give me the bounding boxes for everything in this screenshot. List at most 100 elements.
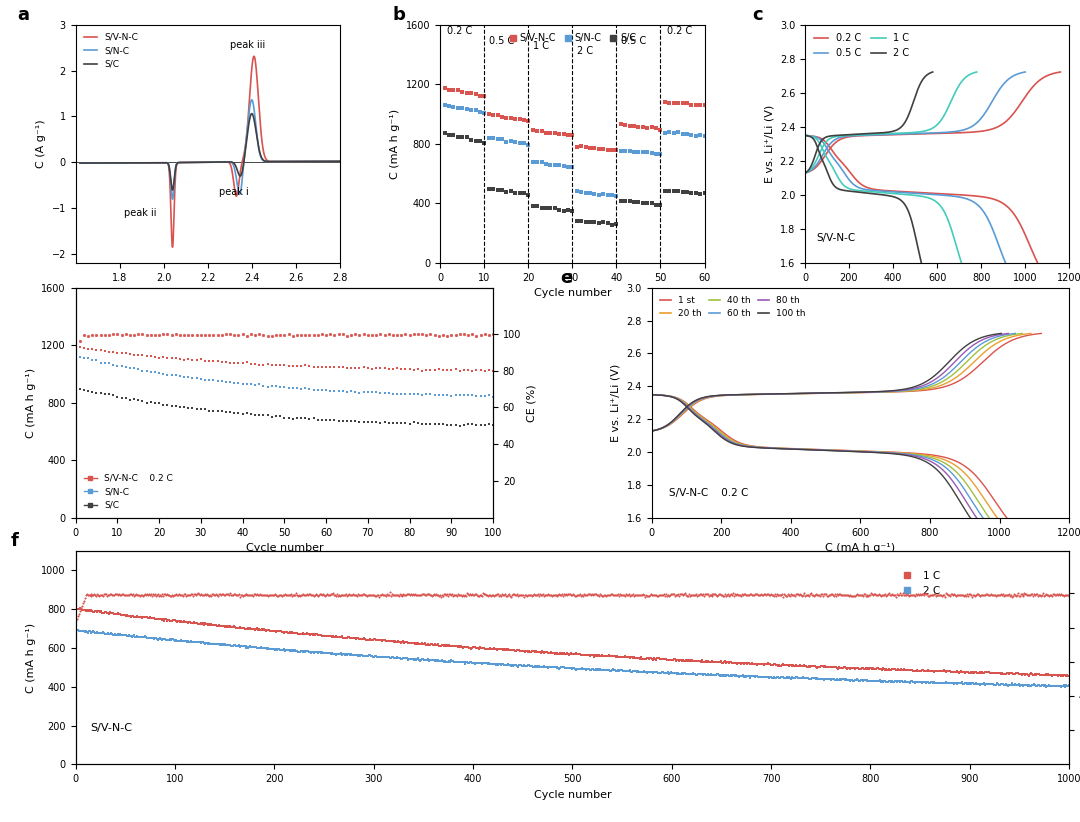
Point — [259, 409, 276, 422]
Point — [1055, 668, 1072, 681]
Point — [390, 635, 407, 649]
Point — [136, 630, 153, 643]
Point — [683, 187, 700, 200]
Text: 0.5 C: 0.5 C — [489, 36, 514, 46]
Point — [696, 129, 713, 142]
Point — [550, 647, 567, 660]
Point — [372, 589, 389, 602]
Point — [184, 616, 201, 629]
Point — [657, 127, 674, 140]
Point — [873, 675, 890, 688]
Point — [787, 671, 805, 684]
Point — [993, 589, 1010, 602]
Point — [386, 651, 403, 664]
Point — [518, 644, 536, 658]
Point — [718, 589, 735, 603]
Point — [247, 640, 265, 653]
Point — [944, 589, 961, 602]
Point — [1007, 667, 1024, 680]
Point — [1039, 668, 1056, 681]
Point — [69, 610, 86, 623]
Point — [271, 409, 288, 423]
Point — [577, 648, 594, 661]
Point — [434, 329, 451, 342]
Point — [375, 588, 392, 601]
Point — [367, 362, 384, 375]
Point — [422, 418, 440, 431]
Point — [341, 631, 359, 644]
Point — [674, 127, 691, 141]
Point — [1034, 678, 1051, 691]
Point — [149, 612, 166, 626]
Point — [383, 651, 401, 664]
Point — [457, 589, 474, 602]
Text: 0.5 C: 0.5 C — [621, 36, 646, 46]
Point — [451, 364, 469, 377]
Point — [348, 589, 365, 603]
Point — [498, 589, 515, 603]
Point — [407, 588, 424, 601]
Point — [151, 632, 168, 645]
Point — [570, 663, 588, 676]
Point — [899, 588, 916, 601]
Point — [302, 646, 320, 659]
Point — [564, 662, 581, 675]
Point — [159, 614, 176, 627]
Point — [632, 589, 649, 602]
Point — [1007, 678, 1024, 691]
Point — [1009, 587, 1026, 600]
Point — [568, 663, 585, 677]
Point — [156, 614, 173, 627]
Point — [214, 638, 231, 651]
Point — [793, 659, 810, 672]
Point — [338, 385, 355, 398]
Point — [87, 329, 105, 342]
Point — [1002, 667, 1020, 680]
Point — [825, 661, 842, 674]
Point — [210, 589, 227, 603]
Point — [125, 329, 143, 342]
Point — [256, 589, 273, 602]
Point — [860, 589, 877, 602]
Point — [656, 666, 673, 679]
Point — [111, 588, 129, 601]
Point — [397, 652, 415, 665]
Point — [539, 587, 556, 600]
Point — [316, 646, 334, 659]
Point — [119, 630, 136, 643]
Point — [702, 655, 719, 668]
Point — [777, 658, 794, 672]
Point — [511, 187, 528, 200]
Point — [692, 588, 710, 601]
Point — [558, 662, 576, 675]
Point — [349, 588, 366, 601]
Point — [406, 653, 423, 667]
Point — [643, 652, 660, 665]
Point — [847, 589, 864, 602]
Point — [188, 353, 205, 367]
Point — [591, 589, 608, 603]
Point — [94, 606, 111, 619]
Point — [419, 588, 436, 601]
Point — [754, 670, 771, 683]
Point — [96, 344, 113, 358]
Point — [289, 627, 307, 640]
Point — [1058, 668, 1076, 681]
Point — [325, 630, 342, 644]
Point — [134, 349, 151, 362]
Point — [189, 617, 206, 630]
Point — [198, 618, 215, 631]
Point — [300, 412, 318, 425]
Point — [82, 603, 99, 616]
Point — [616, 664, 633, 677]
Point — [326, 329, 343, 342]
Point — [218, 621, 235, 634]
Point — [538, 126, 555, 139]
Point — [434, 654, 451, 667]
Point — [577, 141, 594, 154]
Point — [106, 588, 123, 601]
Point — [262, 643, 280, 656]
Point — [491, 643, 509, 656]
Point — [309, 589, 326, 603]
Point — [108, 628, 125, 641]
